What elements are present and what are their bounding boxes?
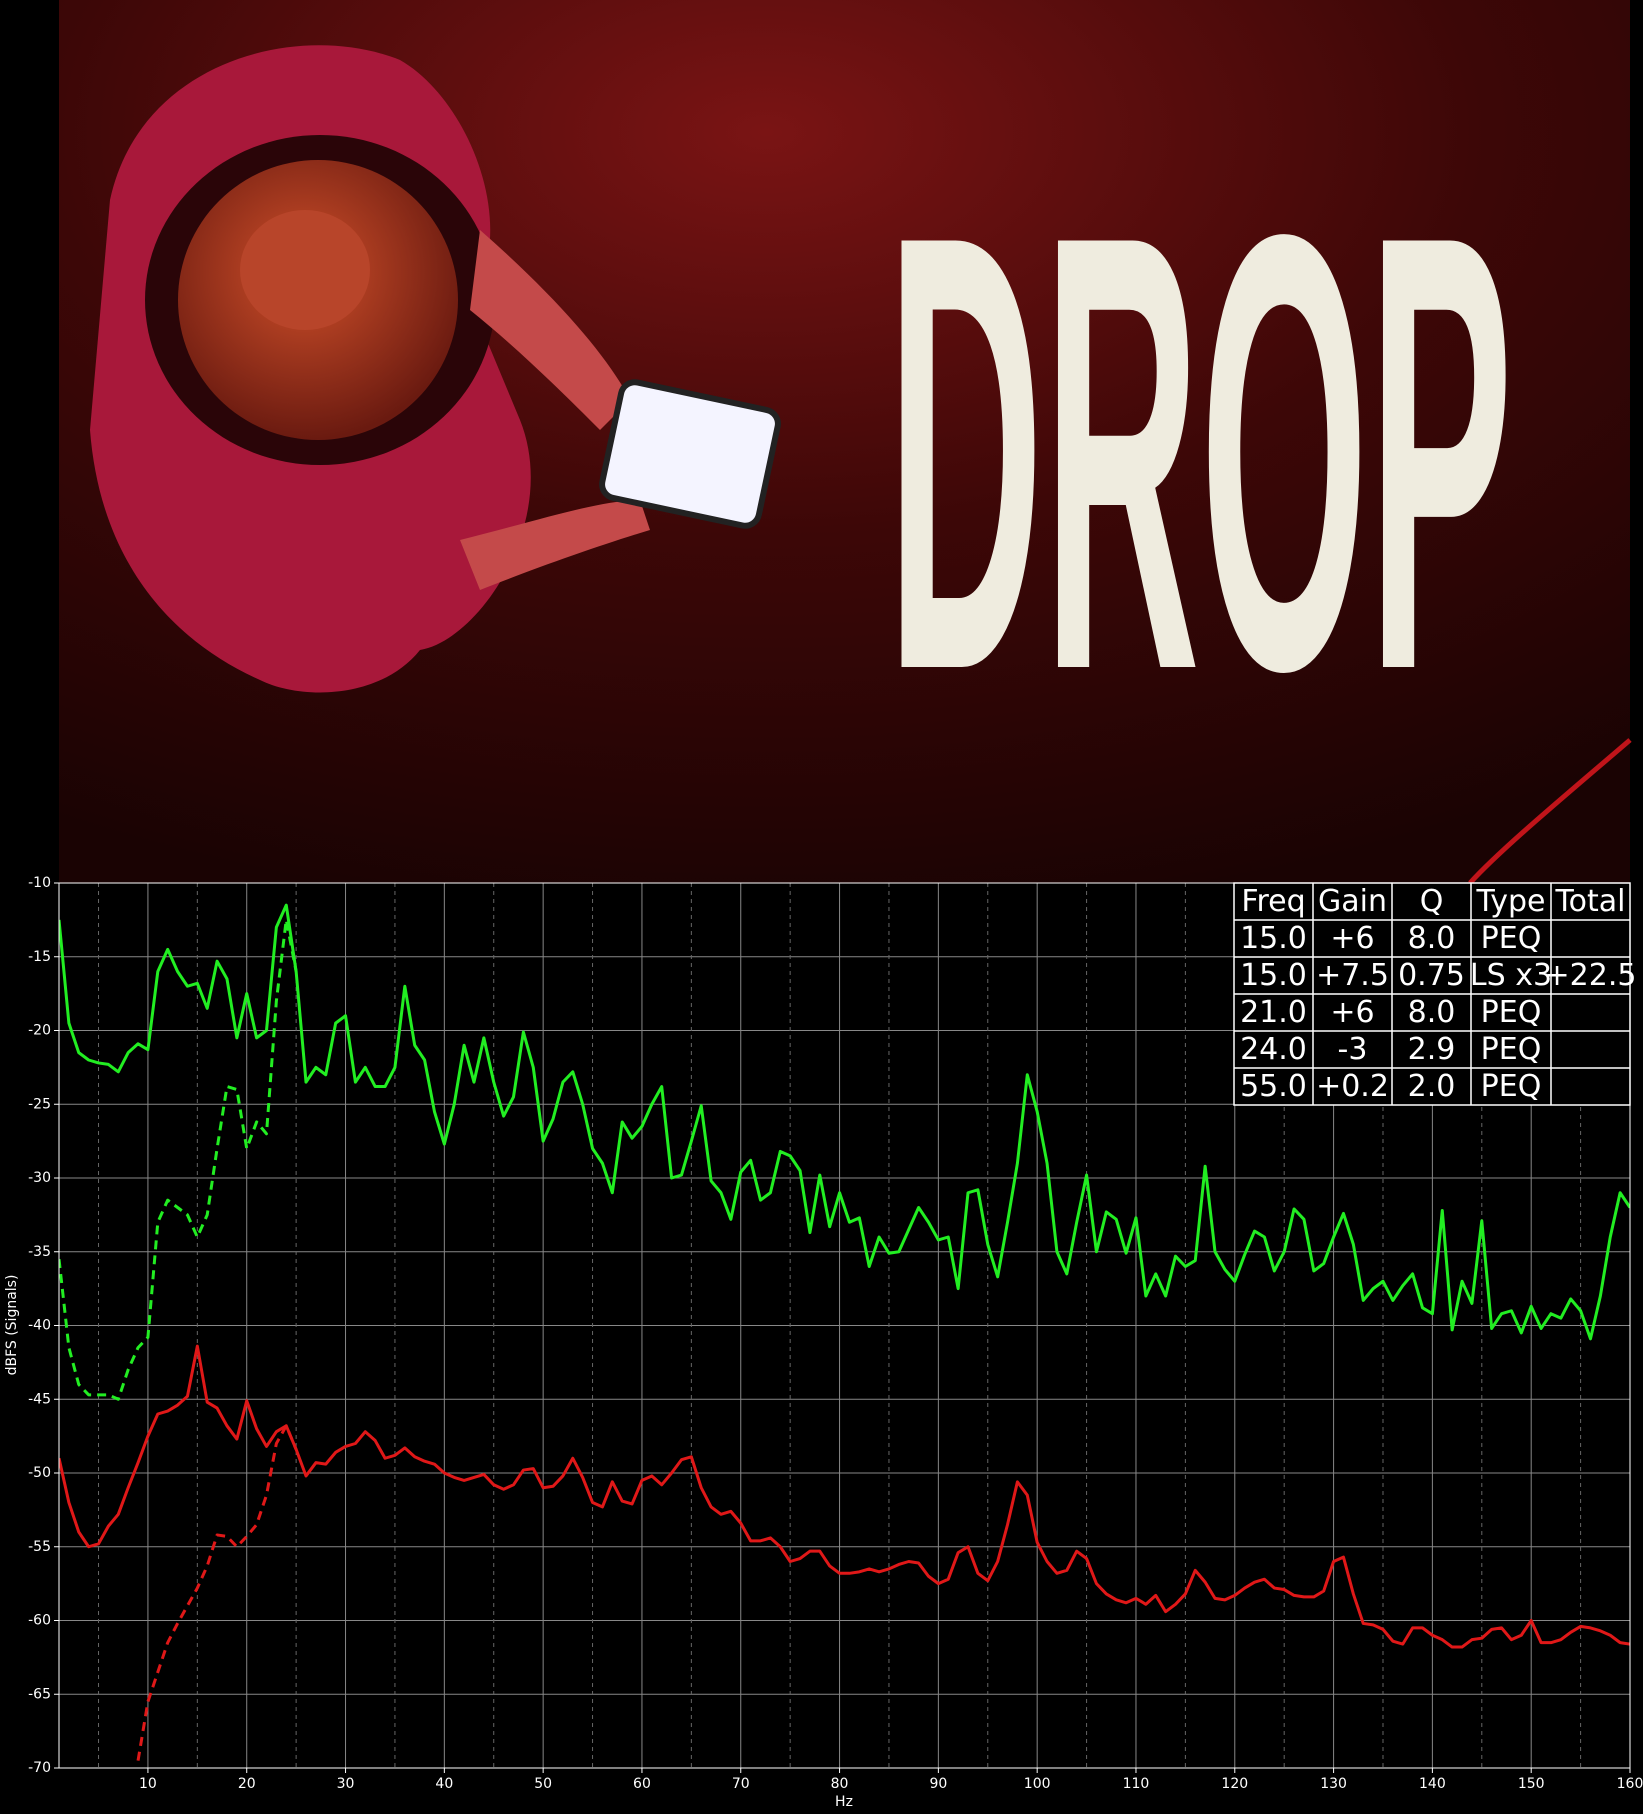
table-header: Freq bbox=[1241, 884, 1305, 919]
hair-bun bbox=[240, 210, 370, 330]
table-cell: 15.0 bbox=[1240, 921, 1307, 956]
table-cell: 0.75 bbox=[1398, 958, 1465, 993]
y-tick-label: -45 bbox=[28, 1391, 51, 1407]
y-tick-label: -55 bbox=[28, 1539, 51, 1555]
phone bbox=[599, 379, 781, 529]
table-cell: PEQ bbox=[1481, 921, 1542, 956]
table-cell: 2.0 bbox=[1408, 1069, 1456, 1104]
table-header: Gain bbox=[1318, 884, 1387, 919]
eq-table: Freq Gain Q Type Total 15.0 +6 8.0 PEQ 15.0 +7.5 0.… bbox=[1233, 882, 1637, 1106]
x-axis-label: Hz bbox=[835, 1794, 853, 1810]
x-tick-label: 70 bbox=[732, 1776, 750, 1792]
x-tick-label: 130 bbox=[1320, 1776, 1347, 1792]
table-cell: 24.0 bbox=[1240, 1032, 1307, 1067]
x-tick-label: 140 bbox=[1419, 1776, 1446, 1792]
table-cell: 2.9 bbox=[1408, 1032, 1456, 1067]
y-tick-label: -60 bbox=[28, 1613, 51, 1629]
table-cell: +6 bbox=[1330, 921, 1374, 956]
series-line bbox=[59, 1344, 1630, 1649]
arm bbox=[460, 500, 650, 590]
table-cell: +0.2 bbox=[1316, 1069, 1389, 1104]
y-tick-label: -10 bbox=[28, 875, 51, 891]
table-cell: +7.5 bbox=[1316, 958, 1389, 993]
table-cell: -3 bbox=[1338, 1032, 1368, 1067]
red-streak bbox=[1468, 738, 1632, 885]
x-tick-label: 160 bbox=[1617, 1776, 1643, 1792]
poster: DROP bbox=[59, 0, 1632, 885]
table-cell: 15.0 bbox=[1240, 958, 1307, 993]
x-tick-label: 10 bbox=[139, 1776, 157, 1792]
x-tick-label: 40 bbox=[435, 1776, 453, 1792]
y-tick-label: -70 bbox=[28, 1760, 51, 1776]
table-cell: 55.0 bbox=[1240, 1069, 1307, 1104]
y-tick-label: -30 bbox=[28, 1170, 51, 1186]
x-tick-label: 100 bbox=[1024, 1776, 1051, 1792]
y-tick-label: -20 bbox=[28, 1023, 51, 1039]
table-cell: +22.5 bbox=[1545, 958, 1637, 993]
x-tick-label: 50 bbox=[534, 1776, 552, 1792]
table-cell: 8.0 bbox=[1408, 995, 1456, 1030]
x-tick-label: 120 bbox=[1221, 1776, 1248, 1792]
table-cell: PEQ bbox=[1481, 1069, 1542, 1104]
series-line bbox=[59, 918, 298, 1401]
x-tick-label: 80 bbox=[831, 1776, 849, 1792]
y-tick-label: -65 bbox=[28, 1686, 51, 1702]
axes: -10 -15 -20 -25 -30 -35 -40 -45 -50 -55 -60 -65 -70 1… bbox=[28, 875, 1643, 1792]
x-tick-label: 20 bbox=[238, 1776, 256, 1792]
x-tick-label: 60 bbox=[633, 1776, 651, 1792]
table-cell: +6 bbox=[1330, 995, 1374, 1030]
table-cell: 8.0 bbox=[1408, 921, 1456, 956]
lines bbox=[59, 903, 1630, 1761]
table-header: Total bbox=[1554, 884, 1625, 919]
series-line bbox=[136, 1424, 298, 1761]
table-cell: PEQ bbox=[1481, 995, 1542, 1030]
x-tick-label: 150 bbox=[1518, 1776, 1545, 1792]
x-tick-label: 110 bbox=[1123, 1776, 1150, 1792]
x-tick-label: 30 bbox=[337, 1776, 355, 1792]
series-line bbox=[59, 903, 1630, 1341]
y-tick-label: -40 bbox=[28, 1318, 51, 1334]
x-tick-label: 90 bbox=[929, 1776, 947, 1792]
table-cell: 21.0 bbox=[1240, 995, 1307, 1030]
poster-title: DROP bbox=[887, 107, 1513, 799]
arm bbox=[470, 230, 630, 430]
table-header: Q bbox=[1420, 884, 1444, 919]
y-axis-label: dBFS (Signals) bbox=[4, 1275, 20, 1376]
plot-frame bbox=[58, 882, 1631, 1769]
table-cell: LS x3 bbox=[1470, 958, 1552, 993]
y-tick-label: -25 bbox=[28, 1096, 51, 1112]
y-tick-label: -50 bbox=[28, 1465, 51, 1481]
y-tick-label: -15 bbox=[28, 949, 51, 965]
y-tick-label: -35 bbox=[28, 1244, 51, 1260]
table-header: Type bbox=[1476, 884, 1546, 919]
table-cell: PEQ bbox=[1481, 1032, 1542, 1067]
